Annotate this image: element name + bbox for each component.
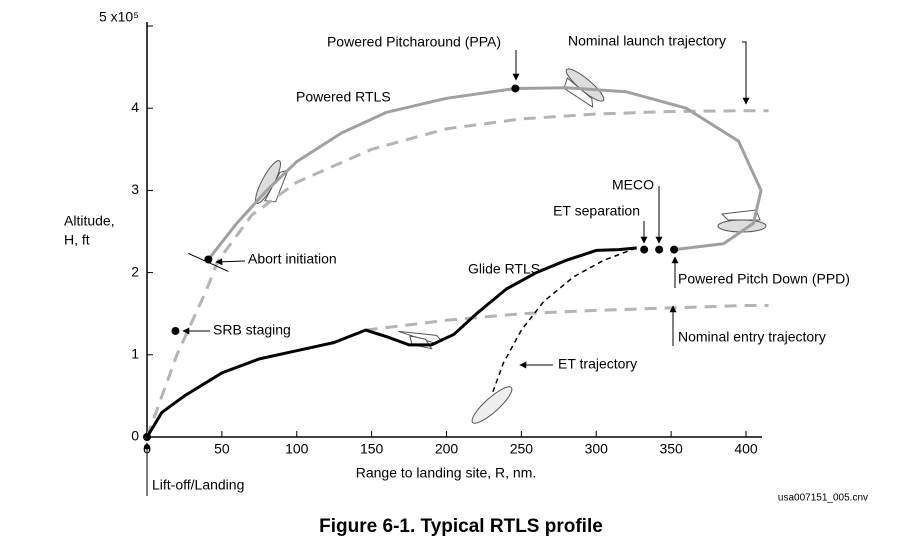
event-label: Lift-off/Landing xyxy=(152,477,244,493)
series-line xyxy=(145,109,769,438)
event-point xyxy=(640,245,649,254)
series-line xyxy=(492,247,637,393)
y-tick-label: 3 xyxy=(131,181,139,197)
event-arrow xyxy=(215,258,246,266)
series-label: Glide RTLS xyxy=(468,261,540,277)
x-tick-label: 150 xyxy=(360,441,384,457)
x-tick-label: 300 xyxy=(585,441,609,457)
y-axis-label: Altitude, xyxy=(64,213,115,229)
series-line xyxy=(145,246,637,438)
series-line xyxy=(365,304,769,332)
x-tick-label: 400 xyxy=(734,441,758,457)
x-tick-label: 200 xyxy=(435,441,459,457)
file-id: usa007151_005.cnv xyxy=(778,493,868,504)
y-axis-label: H, ft xyxy=(64,232,90,248)
event-point xyxy=(171,326,180,335)
event-point xyxy=(655,245,664,254)
series-label: Nominal launch trajectory xyxy=(568,33,726,49)
caption: Figure 6-1. Typical RTLS profile xyxy=(319,516,603,537)
event-label: Abort initiation xyxy=(248,251,337,267)
event-point xyxy=(204,255,213,264)
event-point xyxy=(670,245,679,254)
x-tick-label: 250 xyxy=(510,441,534,457)
event-point xyxy=(511,84,520,93)
event-label: ET separation xyxy=(553,203,640,219)
x-tick-label: 350 xyxy=(659,441,683,457)
series-label: Powered RTLS xyxy=(296,89,391,105)
y-tick-label: 0 xyxy=(131,428,139,444)
y-tick-label: 4 xyxy=(131,99,139,115)
series-label: Nominal entry trajectory xyxy=(678,329,826,345)
series-label: ET trajectory xyxy=(558,356,637,372)
event-label: Powered Pitcharound (PPA) xyxy=(327,34,501,50)
event-label: Powered Pitch Down (PPD) xyxy=(678,271,850,287)
x-axis-label: Range to landing site, R, nm. xyxy=(356,465,537,481)
x-tick-label: 100 xyxy=(285,441,309,457)
y-tick-label: 1 xyxy=(131,346,139,362)
y-tick-label: 2 xyxy=(131,263,139,279)
series-line xyxy=(207,86,763,261)
label-arrow xyxy=(742,41,750,105)
y-tick-label: 5 x10⁵ xyxy=(99,9,139,25)
event-point xyxy=(143,433,151,441)
event-label: SRB staging xyxy=(213,322,291,338)
x-tick-label: 50 xyxy=(214,441,230,457)
event-label: MECO xyxy=(612,177,654,193)
